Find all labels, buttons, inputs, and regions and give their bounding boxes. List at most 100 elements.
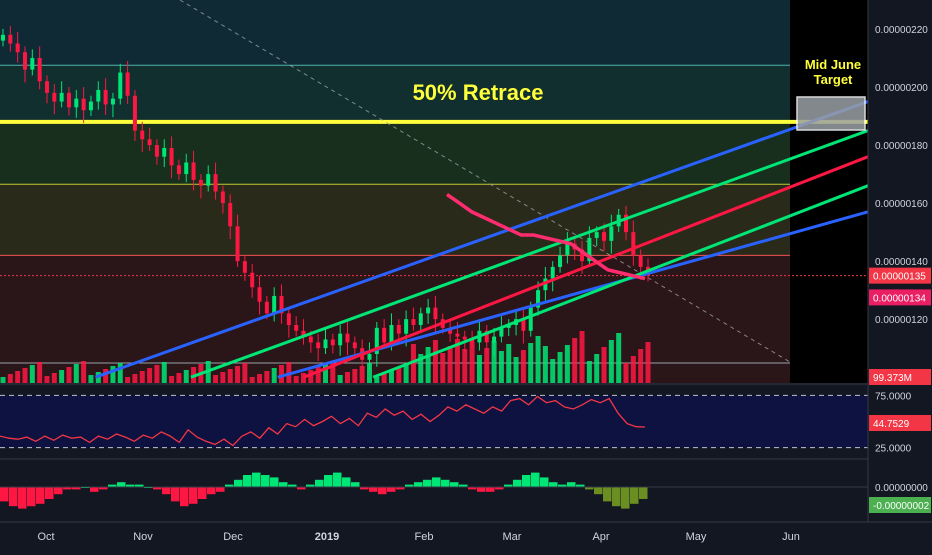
volume-bar	[579, 331, 585, 383]
channel-line	[372, 184, 869, 379]
macd-bar	[45, 487, 54, 499]
channel-line	[190, 129, 869, 379]
candle-body	[499, 327, 504, 337]
rsi-band	[0, 395, 868, 448]
volume-bar	[147, 368, 153, 383]
volume-bar	[161, 362, 167, 383]
candle-body	[396, 324, 401, 334]
candle-body	[352, 342, 357, 349]
volume-bar	[374, 377, 380, 383]
candle-body	[301, 330, 306, 337]
macd-bar	[297, 487, 306, 490]
candle-body	[154, 145, 159, 157]
candle-body	[316, 342, 321, 349]
candle-body	[162, 147, 167, 157]
ma-line	[445, 192, 646, 281]
macd-bar	[261, 475, 270, 487]
volume-bar	[337, 375, 343, 383]
macd-bar	[450, 482, 459, 487]
candle-body	[389, 324, 394, 343]
macd-bar	[63, 487, 72, 490]
volume-bar	[315, 367, 321, 383]
candle-body	[272, 295, 277, 314]
volume-bar	[271, 368, 277, 383]
macd-bar	[531, 472, 540, 487]
volume-bar	[484, 348, 490, 383]
volume-bar	[594, 354, 600, 383]
target-box[interactable]	[796, 96, 866, 131]
candle-body	[462, 336, 467, 340]
candle-body	[286, 313, 291, 325]
volume-bar	[176, 373, 182, 383]
volume-bars	[0, 331, 651, 383]
candle-body	[169, 147, 174, 166]
macd-bar	[396, 487, 405, 490]
macd-bar	[243, 475, 252, 487]
candle-body	[345, 333, 350, 343]
volume-bar	[623, 363, 629, 383]
macd-bar	[630, 487, 639, 504]
macd-bar	[549, 482, 558, 487]
x-tick-label: Mar	[503, 531, 522, 543]
volume-bar	[110, 366, 116, 383]
fib-zone	[0, 255, 790, 383]
annotations: 50% Retrace Mid June Target	[413, 57, 866, 131]
candle-body	[521, 319, 526, 331]
candle-body	[638, 255, 643, 267]
candle-body	[470, 339, 475, 343]
macd-bar	[216, 487, 225, 492]
volume-bar	[513, 357, 519, 383]
candle-body	[330, 339, 335, 346]
macd-bar	[432, 477, 441, 487]
macd-bar	[306, 484, 315, 487]
rsi-value-tag-bg	[869, 415, 931, 431]
macd-bar	[576, 484, 585, 487]
volume-bar	[535, 336, 541, 383]
volume-bar	[330, 361, 336, 383]
macd-bar	[180, 487, 189, 507]
rsi-tick-label: 75.0000	[875, 391, 912, 402]
macd-bar	[423, 479, 432, 487]
volume-bar	[44, 376, 50, 383]
fib-zone	[0, 0, 790, 66]
volume-bar	[564, 345, 570, 383]
last-price-tag: 0.00000135	[873, 272, 926, 283]
volume-bar	[51, 373, 57, 383]
macd-bar	[270, 477, 279, 487]
y-tick-label: 0.00000160	[875, 199, 928, 210]
macd-bar	[378, 487, 387, 495]
volume-bar	[352, 369, 358, 383]
volume-bar	[37, 362, 43, 383]
volume-bar	[323, 364, 328, 383]
macd-bar	[504, 484, 513, 487]
macd-bar	[189, 487, 198, 504]
candle-body	[565, 243, 570, 256]
volume-bar	[293, 376, 299, 383]
candle-body	[404, 319, 409, 334]
macd-pane	[0, 472, 868, 509]
macd-bar	[405, 484, 414, 487]
candle-body	[81, 98, 86, 111]
macd-bar	[135, 484, 144, 487]
candle-body	[550, 266, 555, 279]
volume-bar	[132, 374, 138, 383]
candle-body	[602, 232, 607, 241]
candle-body	[74, 98, 79, 108]
candle-body	[308, 336, 313, 343]
macd-bar	[153, 487, 162, 490]
dashed-trendline	[179, 0, 791, 363]
macd-bar	[621, 487, 630, 509]
volume-bar	[301, 373, 307, 383]
candle-body	[382, 327, 387, 343]
candle-body	[59, 92, 64, 102]
volume-bar	[366, 363, 372, 383]
x-tick-label: Apr	[592, 531, 609, 543]
volume-bar	[286, 362, 292, 383]
candle-body	[37, 58, 42, 82]
time-axis[interactable]	[0, 522, 868, 550]
volume-bar	[410, 344, 416, 383]
candle-body	[176, 165, 181, 175]
candle-body	[52, 92, 57, 102]
volume-bar	[88, 375, 94, 383]
